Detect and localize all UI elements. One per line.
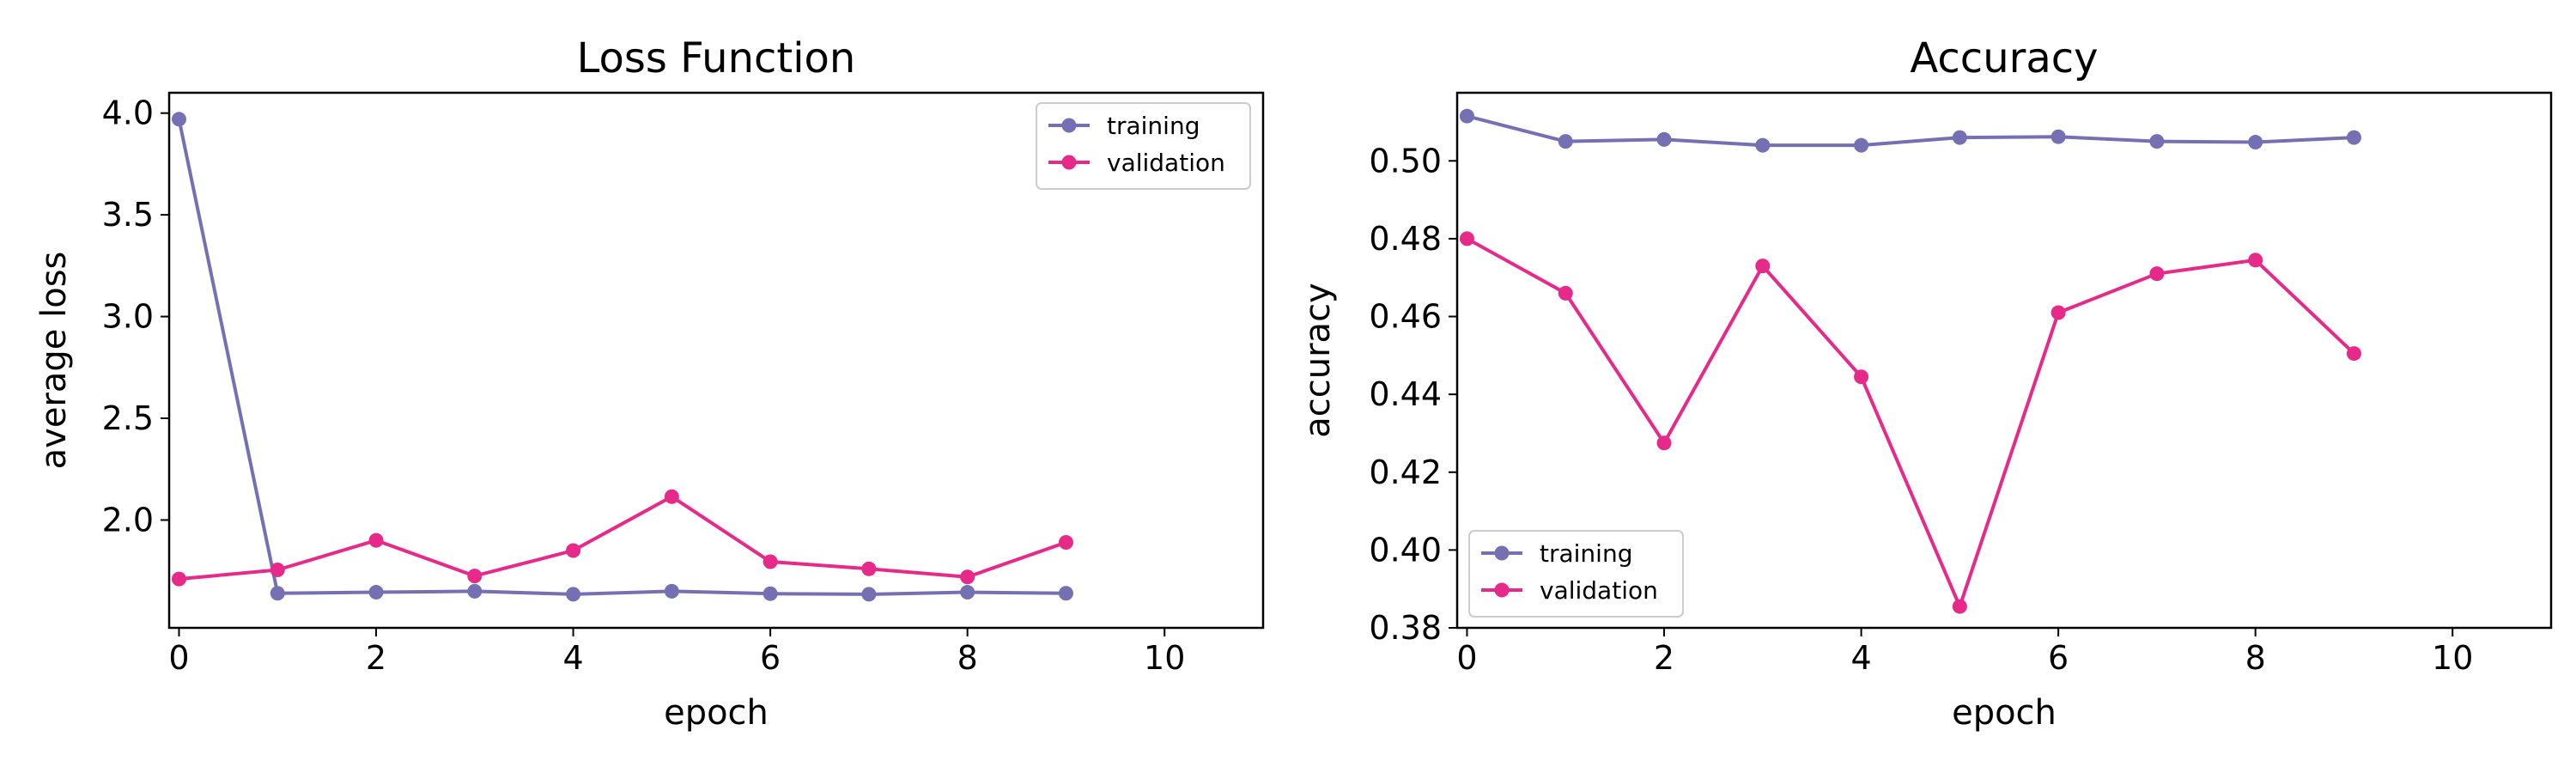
accuracy-chart: Accuracy 0 2 4 6 8 10 0.38 0.40 0.42 0.44 0.46 0.48 0…	[1298, 34, 2553, 733]
series-line-training	[1466, 114, 2354, 148]
y-tick-label: 0.48	[1369, 220, 1442, 258]
y-tick-label: 0.50	[1369, 142, 1442, 180]
data-point-training	[1058, 586, 1073, 601]
chart-title: Loss Function	[577, 34, 856, 82]
y-tick-label: 0.44	[1369, 375, 1442, 413]
data-point-validation	[2346, 346, 2361, 362]
data-point-validation	[1952, 599, 1967, 614]
legend-label-validation: validation	[1540, 576, 1658, 605]
y-tick-label: 4.0	[102, 94, 154, 132]
x-tick-label: 0	[168, 639, 189, 677]
data-point-validation	[762, 554, 778, 569]
data-point-validation	[566, 543, 581, 558]
legend-label-validation: validation	[1107, 149, 1225, 177]
x-axis-label: epoch	[664, 693, 769, 733]
data-point-validation	[368, 533, 384, 548]
data-point-training	[2248, 135, 2263, 150]
data-point-validation	[1854, 369, 1869, 385]
legend-marker-validation	[1061, 155, 1077, 170]
x-tick-label: 4	[562, 639, 583, 677]
data-point-training	[2149, 134, 2165, 149]
data-point-validation	[2248, 253, 2263, 268]
legend-box	[1468, 530, 1684, 618]
data-point-validation	[1558, 285, 1573, 301]
legend: training validation	[1468, 530, 1684, 618]
chart-title: Accuracy	[1910, 34, 2098, 82]
x-tick-label: 8	[957, 639, 978, 677]
series-line-validation	[179, 495, 1067, 581]
x-tick-label: 6	[760, 639, 781, 677]
y-tick-label: 0.46	[1369, 298, 1442, 336]
y-tick-label: 0.38	[1369, 609, 1442, 647]
x-tick-label: 10	[2432, 639, 2473, 677]
legend-box	[1036, 102, 1251, 190]
series-line-training	[177, 119, 1066, 596]
y-tick-label: 0.42	[1369, 453, 1442, 491]
data-point-training	[1558, 134, 1573, 149]
x-tick-label: 10	[1144, 639, 1185, 677]
data-point-validation	[664, 489, 679, 504]
x-tick-label: 2	[366, 639, 386, 677]
y-tick-label: 2.5	[102, 399, 154, 437]
data-point-training	[2050, 129, 2066, 144]
y-tick-label: 3.5	[102, 196, 154, 234]
data-point-training	[368, 585, 384, 600]
x-tick-label: 4	[1850, 639, 1871, 677]
legend: training validation	[1036, 102, 1251, 190]
data-point-validation	[171, 571, 186, 587]
data-point-training	[1854, 137, 1869, 153]
y-tick-label: 2.0	[102, 501, 154, 539]
legend-marker-training	[1061, 118, 1077, 133]
y-tick-label: 3.0	[102, 298, 154, 336]
data-point-validation	[2050, 305, 2066, 320]
legend-marker-training	[1494, 545, 1510, 561]
data-point-training	[960, 585, 975, 600]
x-tick-label: 0	[1456, 639, 1477, 677]
data-point-training	[861, 587, 877, 602]
data-point-training	[1459, 108, 1474, 124]
legend-label-training: training	[1107, 112, 1200, 140]
plot-frame	[167, 91, 1265, 630]
plot-frame	[1455, 91, 2553, 630]
data-point-validation	[1656, 435, 1672, 451]
data-point-training	[270, 586, 285, 601]
data-point-training	[2346, 130, 2361, 145]
data-point-validation	[861, 561, 877, 576]
y-axis-label: average loss	[34, 252, 74, 470]
y-axis-label: accuracy	[1298, 283, 1338, 437]
data-point-validation	[960, 569, 975, 585]
data-point-training	[566, 587, 581, 602]
x-tick-label: 6	[2048, 639, 2069, 677]
loss-chart: Loss Function 0 2 4 6 8 10 2.0 2.5 3.0 3.5 4.0 epoch…	[34, 34, 1265, 733]
data-point-training	[664, 583, 679, 599]
data-point-validation	[1755, 259, 1771, 274]
y-tick-label: 0.40	[1369, 531, 1442, 569]
data-point-training	[762, 586, 778, 601]
data-point-validation	[467, 569, 483, 584]
data-point-training	[1656, 131, 1672, 147]
data-point-training	[1755, 137, 1771, 153]
data-point-training	[171, 112, 186, 127]
data-point-validation	[2149, 266, 2165, 282]
data-point-validation	[1459, 231, 1474, 247]
series-line-validation	[1466, 237, 2355, 609]
legend-label-training: training	[1540, 539, 1632, 568]
data-point-validation	[270, 562, 285, 577]
legend-marker-validation	[1494, 582, 1510, 598]
x-axis-label: epoch	[1952, 693, 2057, 733]
data-point-training	[1952, 130, 1967, 145]
x-tick-label: 8	[2245, 639, 2266, 677]
x-tick-label: 2	[1654, 639, 1674, 677]
data-point-training	[467, 583, 483, 599]
data-point-validation	[1058, 535, 1073, 551]
